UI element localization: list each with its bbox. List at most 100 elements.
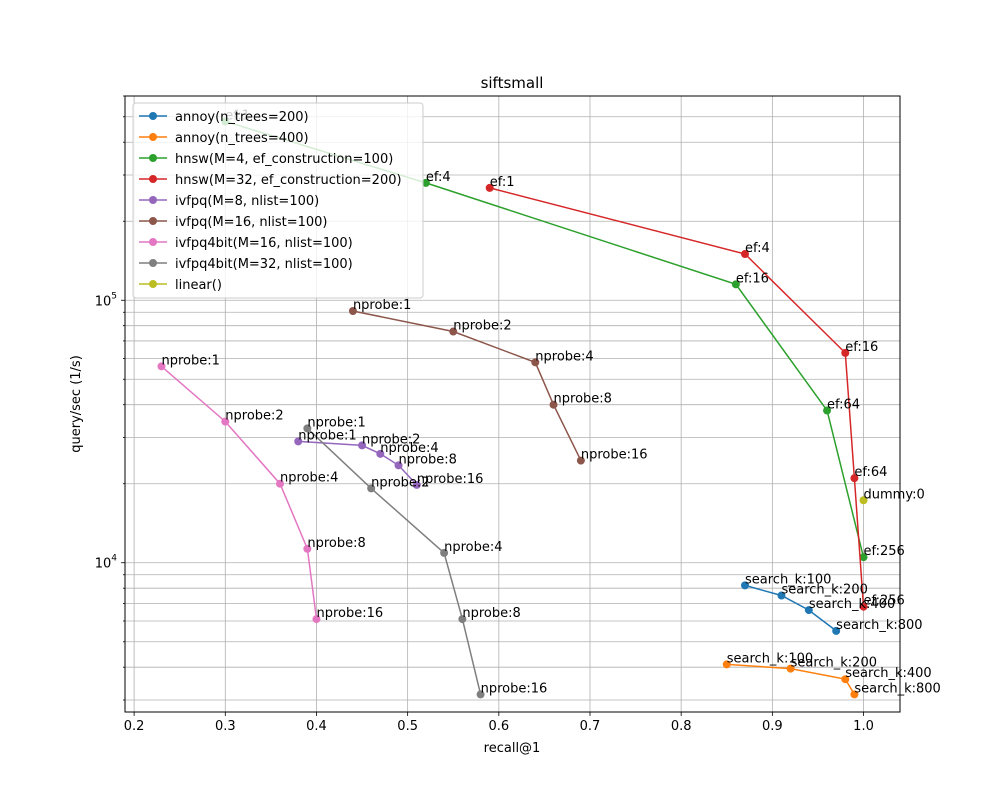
data-point-label: ef:16 [845, 340, 878, 355]
legend-box [132, 102, 424, 299]
data-point [476, 690, 485, 699]
data-point-label: nprobe:16 [481, 681, 548, 696]
data-point-label: ef:1 [490, 175, 515, 190]
data-point [449, 327, 458, 336]
data-point [358, 441, 367, 450]
legend-entry: ivfpq(M=8, nlist=100) [139, 194, 319, 209]
legend-marker [149, 238, 157, 246]
y-tick-label-base: 10 [95, 294, 112, 309]
data-point-label: search_k:800 [836, 618, 922, 633]
data-point-label: nprobe:8 [554, 392, 612, 407]
x-tick-label: 0.8 [671, 719, 692, 734]
data-point [841, 348, 850, 357]
legend-entry: linear() [139, 278, 222, 293]
legend-label: hnsw(M=4, ef_construction=100) [175, 152, 393, 167]
legend-label: ivfpq(M=8, nlist=100) [175, 194, 319, 209]
data-point-label: nprobe:8 [462, 606, 520, 621]
data-point-label: nprobe:8 [399, 452, 457, 467]
legend-entry: hnsw(M=32, ef_construction=200) [139, 173, 402, 188]
data-point-label: nprobe:2 [371, 475, 429, 490]
legend-marker [149, 280, 157, 288]
point-labels: search_k:100search_k:200search_k:400sear… [161, 108, 940, 696]
legend-marker [149, 217, 157, 225]
data-point [549, 400, 558, 409]
data-point [276, 479, 284, 488]
legend-marker [149, 175, 157, 183]
data-point [859, 496, 868, 505]
data-point [741, 250, 749, 259]
legend-marker [149, 259, 157, 267]
data-point [458, 615, 467, 624]
legend-label: linear() [175, 278, 222, 293]
x-tick-label: 1.0 [853, 719, 874, 734]
legend-entry: annoy(n_trees=400) [139, 131, 309, 146]
data-point-label: ef:4 [426, 170, 451, 185]
data-point-label: search_k:200 [791, 656, 877, 671]
series-8 [859, 496, 868, 505]
data-point-label: search_k:200 [781, 583, 867, 598]
data-point-label: ef:256 [864, 544, 905, 559]
legend: annoy(n_trees=200) annoy(n_trees=400)hnsw… [132, 102, 424, 299]
data-point [859, 602, 868, 611]
data-point-label: nprobe:16 [581, 448, 648, 463]
y-tick-label-exponent: 4 [111, 554, 117, 564]
data-point-label: nprobe:16 [316, 606, 383, 621]
data-point-label: dummy:0 [864, 487, 925, 502]
x-tick-label: 0.2 [124, 719, 145, 734]
legend-label: annoy(n_trees=200) [175, 110, 309, 125]
data-point [731, 280, 740, 289]
legend-marker [149, 196, 157, 204]
x-tick-label: 0.6 [488, 719, 509, 734]
data-point-label: nprobe:4 [380, 441, 438, 456]
series-7 [303, 424, 485, 699]
series-1 [722, 660, 859, 699]
data-point [741, 581, 749, 590]
legend-entry: ivfpq4bit(M=16, nlist=100) [139, 236, 353, 251]
series-6 [157, 362, 321, 624]
data-point-label: nprobe:16 [417, 472, 484, 487]
data-point-label: search_k:400 [809, 597, 895, 612]
data-point-label: ef:64 [827, 398, 860, 413]
legend-label: annoy(n_trees=400) [175, 131, 309, 146]
data-point [303, 544, 312, 553]
series-5 [348, 307, 585, 465]
data-point-label: nprobe:1 [307, 415, 365, 430]
legend-entry: ivfpq4bit(M=32, nlist=100) [139, 257, 353, 272]
data-point-label: search_k:400 [845, 666, 931, 681]
data-point [823, 406, 832, 415]
data-point [485, 183, 494, 192]
series-line [744, 584, 837, 632]
x-tick-label: 0.9 [762, 719, 783, 734]
y-tick-label-exponent: 5 [111, 291, 117, 301]
data-point-label: ef:4 [745, 241, 770, 256]
data-point [412, 480, 421, 489]
data-point-label: nprobe:4 [535, 349, 593, 364]
data-point-label: ef:256 [864, 594, 905, 609]
series-line [726, 663, 856, 695]
data-point [841, 675, 850, 684]
y-tick-label: 105 [95, 291, 117, 309]
data-point [157, 362, 166, 371]
series-3 [485, 183, 868, 611]
data-point [576, 456, 585, 465]
legend-marker [149, 133, 157, 141]
data-point-label: nprobe:2 [453, 319, 511, 334]
data-point-label: nprobe:4 [444, 540, 502, 555]
data-point [376, 449, 385, 458]
legend-label: ivfpq4bit(M=16, nlist=100) [175, 236, 353, 251]
x-tick-label: 0.4 [306, 719, 327, 734]
legend-label: ivfpq4bit(M=32, nlist=100) [175, 257, 353, 272]
legend-label: hnsw(M=32, ef_construction=200) [175, 173, 402, 188]
legend-entry: hnsw(M=4, ef_construction=100) [139, 152, 393, 167]
y-tick-label-base: 10 [95, 557, 112, 572]
data-point-label: nprobe:1 [298, 428, 356, 443]
data-point-label: ef:64 [854, 465, 887, 480]
data-point [777, 591, 786, 600]
data-point [804, 606, 813, 615]
data-point-label: ef:16 [736, 271, 769, 286]
x-tick-label: 0.3 [215, 719, 236, 734]
data-point-label: search_k:800 [854, 681, 940, 696]
x-axis-label: recall@1 [484, 741, 541, 756]
